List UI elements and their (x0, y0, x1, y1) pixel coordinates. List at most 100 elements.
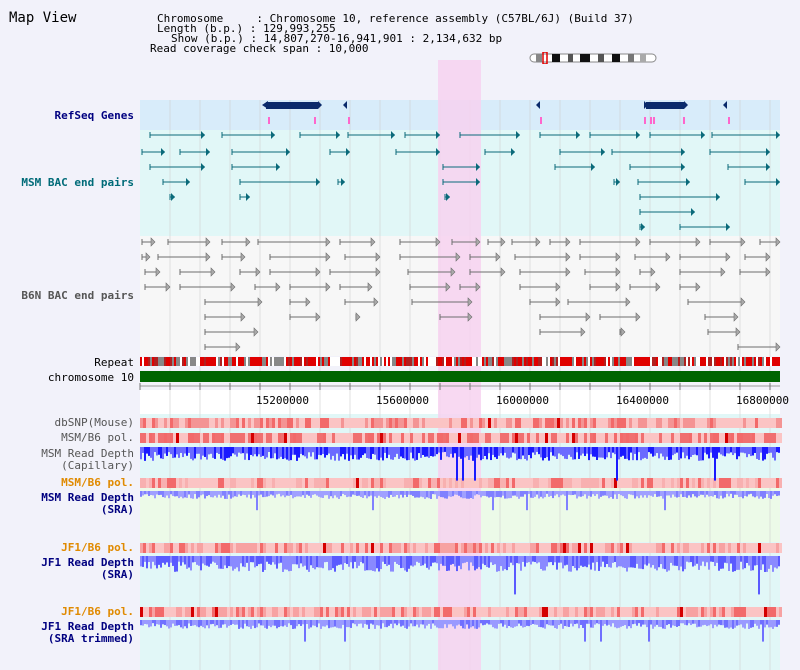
bac-pair (253, 327, 259, 337)
bac-pair (580, 327, 586, 337)
bac-pair (555, 297, 561, 307)
bac-pair (585, 312, 591, 322)
bac-pair (316, 178, 320, 186)
bac-pair (740, 237, 746, 247)
bac-pair (336, 131, 340, 139)
bac-pair (467, 312, 473, 322)
chromosome-label: chromosome 10 (47, 371, 134, 384)
bac-pair (325, 282, 331, 292)
bac-pair (161, 148, 165, 156)
bac-pair (240, 252, 246, 262)
bac-pair (615, 282, 621, 292)
bac-pair (315, 312, 321, 322)
bac-pair (455, 252, 461, 262)
bac-pair (601, 148, 605, 156)
bac-pair (325, 237, 331, 247)
gene-marker (683, 117, 685, 124)
bac-pair (305, 297, 311, 307)
bac-pair (275, 282, 281, 292)
gene-marker (728, 117, 730, 124)
msm-read-depth-cap-label[interactable]: MSM Read Depth (41, 447, 134, 460)
msm-bac-track (141, 131, 780, 231)
bac-pair (650, 267, 656, 277)
bac-pair (240, 312, 246, 322)
chromosome-ideogram[interactable] (528, 52, 660, 64)
bac-pair (695, 237, 701, 247)
msm-read-depth-sra-label[interactable]: MSM Read Depth (41, 491, 134, 504)
bac-pair (475, 282, 481, 292)
jf1-read-depth-trim-label[interactable]: JF1 Read Depth (41, 620, 134, 633)
jf1-b6-pol-label[interactable]: JF1/B6 pol. (61, 541, 134, 554)
bac-pair (286, 148, 290, 156)
bac-pair (775, 237, 781, 247)
bac-pair (271, 131, 275, 139)
bac-pair (591, 163, 595, 171)
refseq-label[interactable]: RefSeq Genes (54, 109, 134, 122)
bac-pair (641, 223, 645, 231)
bac-pair (765, 267, 771, 277)
bac-pair (615, 252, 621, 262)
bac-pair (276, 163, 280, 171)
bac-pair (445, 282, 451, 292)
bac-pair (616, 178, 620, 186)
depth-tracks (140, 447, 780, 642)
bac-pair (620, 327, 626, 337)
repeat-label: Repeat (94, 356, 134, 369)
bac-pair (725, 252, 731, 262)
jf1-b6-pol-2-label[interactable]: JF1/B6 pol. (61, 605, 134, 618)
bac-pair (733, 312, 739, 322)
chromosome-info: Chromosome : Chromosome 10, reference as… (157, 12, 634, 25)
coverage-span-info: Read coverage check span : 10,000 (150, 42, 369, 55)
gene-marker (348, 117, 350, 124)
chromosome-bar (140, 371, 780, 382)
bac-pair (325, 252, 331, 262)
b6n-bac-label[interactable]: B6N BAC end pairs (21, 289, 134, 302)
bac-pair (576, 131, 580, 139)
jf1-read-depth-sra-label[interactable]: JF1 Read Depth (41, 556, 134, 569)
tick-label: 16000000 (496, 394, 549, 407)
bac-pair (766, 148, 770, 156)
bac-pair (691, 208, 695, 216)
bac-pair (766, 163, 770, 171)
gene-marker (653, 117, 655, 124)
bac-pair (495, 252, 501, 262)
dbsnp-label[interactable]: dbSNP(Mouse) (54, 416, 134, 429)
repeat-track (140, 357, 780, 366)
bac-pair (636, 131, 640, 139)
gene-marker (314, 117, 316, 124)
msm-b6-pol-label[interactable]: MSM/B6 pol. (61, 431, 134, 444)
b6n-bac-track (141, 237, 781, 352)
bac-pair (776, 178, 780, 186)
msm-b6-pol-2-label[interactable]: MSM/B6 pol. (61, 476, 134, 489)
bac-pair (735, 327, 741, 337)
tick-label: 15600000 (376, 394, 429, 407)
bac-pair (375, 267, 381, 277)
bac-pair (367, 282, 373, 292)
bac-pair (245, 237, 251, 247)
heat-tracks (140, 418, 782, 617)
bac-pair (467, 297, 473, 307)
bac-pair (171, 193, 175, 201)
msm-bac-label[interactable]: MSM BAC end pairs (21, 176, 134, 189)
bac-pair (186, 178, 190, 186)
bac-pair (765, 252, 771, 262)
msm-read-depth-cap-sublabel: (Capillary) (61, 459, 134, 472)
show-range-info: Show (b.p.) : 14,807,270-16,941,901 : 2,… (171, 32, 503, 45)
bac-pair (476, 178, 480, 186)
tick-label: 16800000 (736, 394, 789, 407)
bac-pair (391, 131, 395, 139)
bac-pair (476, 163, 480, 171)
jf1-read-depth-trim-sublabel: (SRA trimmed) (47, 632, 134, 645)
jf1-read-depth-sra-sublabel: (SRA) (100, 568, 134, 581)
bac-pair (500, 267, 506, 277)
bac-pair (681, 148, 685, 156)
tick-label: 15200000 (256, 394, 309, 407)
bac-pair (206, 148, 210, 156)
bac-pair (436, 131, 440, 139)
bac-pair (625, 297, 631, 307)
bac-pair (155, 267, 161, 277)
bac-pair (665, 252, 671, 262)
bac-pair (565, 252, 571, 262)
bac-pair (555, 282, 561, 292)
